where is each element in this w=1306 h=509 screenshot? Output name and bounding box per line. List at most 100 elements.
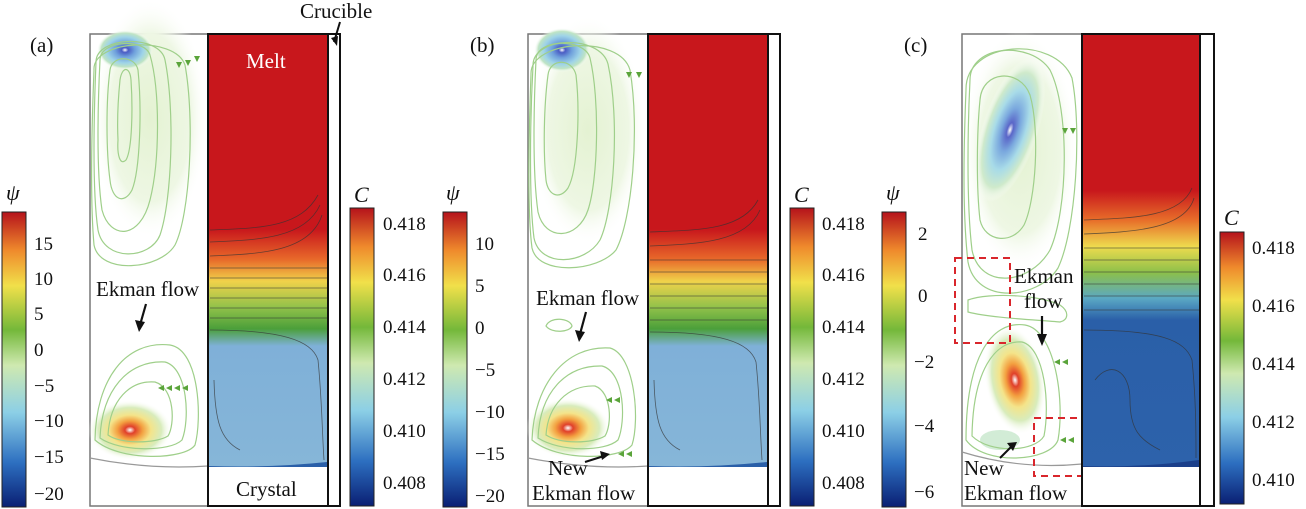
tick-label: −15 bbox=[34, 447, 64, 468]
c-colorbar-symbol: C bbox=[794, 182, 809, 207]
c-colorbar-ticks: 0.418 0.416 0.414 0.412 0.410 bbox=[1252, 238, 1295, 491]
tick-label: 10 bbox=[34, 269, 53, 290]
psi-colorbar-symbol: ψ bbox=[6, 180, 20, 205]
crucible-label: Crucible bbox=[300, 0, 372, 23]
tick-label: 0.414 bbox=[822, 317, 865, 338]
ekman-arrowhead bbox=[575, 330, 585, 342]
c-colorbar-ticks: 0.418 0.416 0.414 0.412 0.410 0.408 bbox=[822, 214, 865, 494]
c-colorbar bbox=[349, 207, 375, 507]
ekman-label-line2: flow bbox=[1024, 289, 1063, 313]
new-ekman-arrow bbox=[999, 445, 1013, 459]
new-ekman-arrow bbox=[584, 455, 605, 463]
tick-label: −5 bbox=[34, 376, 54, 397]
crystal-label: Crystal bbox=[236, 477, 297, 501]
tick-label: 0.414 bbox=[1252, 354, 1295, 375]
crucible-wall bbox=[767, 33, 781, 507]
iso-concentration-lines bbox=[1083, 187, 1199, 459]
tick-label: 0.408 bbox=[822, 473, 865, 494]
tick-label: −10 bbox=[34, 411, 64, 432]
c-colorbar bbox=[1219, 231, 1245, 505]
tick-label: 0.410 bbox=[822, 421, 865, 442]
psi-colorbar-symbol: ψ bbox=[886, 180, 900, 205]
c-colorbar-symbol: C bbox=[354, 182, 369, 207]
upper-vortex-halo bbox=[530, 15, 646, 245]
tick-label: 0.412 bbox=[383, 369, 426, 390]
crystal-interface bbox=[89, 457, 209, 468]
tick-label: −20 bbox=[475, 486, 505, 507]
ekman-highlight-box bbox=[954, 257, 1011, 344]
panel-label: (b) bbox=[470, 33, 495, 57]
tick-label: 0.418 bbox=[1252, 238, 1295, 259]
tick-label: 2 bbox=[918, 224, 928, 245]
ekman-label-line1: Ekman bbox=[1014, 264, 1074, 288]
new-ekman-label-line2: Ekman flow bbox=[532, 481, 636, 505]
tick-label: −6 bbox=[914, 482, 934, 503]
interface-layer bbox=[1083, 460, 1199, 467]
tick-label: 0.418 bbox=[822, 214, 865, 235]
tick-label: 0.408 bbox=[383, 473, 426, 494]
tick-label: 5 bbox=[34, 304, 44, 325]
tick-label: 0.412 bbox=[822, 369, 865, 390]
ekman-label: Ekman flow bbox=[536, 286, 640, 310]
lower-vortex-core bbox=[88, 400, 172, 460]
ekman-arrow bbox=[578, 311, 588, 335]
iso-concentration-lines bbox=[209, 194, 327, 461]
tick-label: −15 bbox=[475, 444, 505, 465]
crystal-interface bbox=[961, 451, 1083, 467]
interface-layer bbox=[649, 462, 767, 467]
panel-b: (b) ψ 10 5 0 −5 −10 −15 −20 bbox=[442, 15, 865, 508]
tick-label: 0 bbox=[34, 340, 44, 361]
tick-label: 0 bbox=[918, 286, 928, 307]
panel-a: (a) ψ 15 10 5 0 −5 −10 −15 −20 bbox=[1, 0, 426, 508]
upper-vortex-core bbox=[974, 58, 1046, 202]
psi-colorbar-symbol: ψ bbox=[446, 180, 460, 205]
crucible-wall bbox=[1199, 33, 1215, 507]
streamlines bbox=[963, 48, 1078, 459]
crucible-arrowhead bbox=[331, 36, 338, 46]
ekman-arrowhead bbox=[1037, 334, 1047, 346]
tick-label: −4 bbox=[914, 416, 935, 437]
tick-label: 0.418 bbox=[383, 214, 426, 235]
ekman-arrowhead bbox=[135, 320, 145, 332]
tick-label: 0 bbox=[475, 318, 485, 339]
psi-colorbar-ticks: 15 10 5 0 −5 −10 −15 −20 bbox=[34, 234, 64, 505]
new-ekman-label-line1: New bbox=[548, 456, 588, 480]
psi-colorbar-ticks: 2 0 −2 −4 −6 bbox=[914, 224, 935, 503]
tick-label: 0.416 bbox=[383, 265, 426, 286]
tick-label: −20 bbox=[34, 484, 64, 505]
psi-colorbar bbox=[881, 211, 907, 508]
interface-layer bbox=[209, 462, 327, 467]
panel-c: (c) ψ 2 0 −2 −4 −6 bbox=[881, 30, 1295, 508]
new-ekman-label-line1: New bbox=[964, 456, 1004, 480]
tick-label: −10 bbox=[475, 402, 505, 423]
flow-arrows bbox=[1054, 128, 1076, 443]
psi-colorbar-ticks: 10 5 0 −5 −10 −15 −20 bbox=[475, 234, 505, 507]
tick-label: 5 bbox=[475, 276, 485, 297]
tick-label: 0.410 bbox=[383, 421, 426, 442]
flow-arrows bbox=[158, 56, 200, 391]
new-ekman-arrowhead bbox=[1007, 442, 1017, 451]
tick-label: −5 bbox=[475, 360, 495, 381]
crystal-interface bbox=[527, 457, 649, 468]
tick-label: 0.410 bbox=[1252, 470, 1295, 491]
iso-concentration-lines bbox=[649, 199, 767, 461]
crucible-wall bbox=[327, 33, 341, 507]
panel-label: (c) bbox=[904, 33, 927, 57]
flow-arrows bbox=[606, 72, 642, 457]
panel-label: (a) bbox=[30, 33, 53, 57]
tick-label: 0.416 bbox=[1252, 296, 1295, 317]
tick-label: 0.416 bbox=[822, 265, 865, 286]
lower-vortex-core bbox=[983, 325, 1047, 435]
tick-label: 0.412 bbox=[1252, 412, 1295, 433]
c-colorbar bbox=[789, 207, 815, 507]
psi-colorbar bbox=[1, 211, 27, 508]
new-ekman-label-line2: Ekman flow bbox=[964, 481, 1068, 505]
streamlines bbox=[528, 41, 637, 457]
ekman-label: Ekman flow bbox=[96, 277, 200, 301]
conc-field bbox=[1083, 35, 1199, 467]
tick-label: 10 bbox=[475, 234, 494, 255]
tick-label: 0.414 bbox=[383, 317, 426, 338]
new-ekman-arrowhead bbox=[600, 451, 610, 460]
tick-label: −2 bbox=[914, 352, 934, 373]
